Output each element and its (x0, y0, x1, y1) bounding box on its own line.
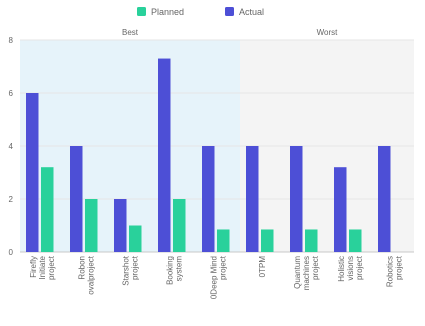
category-label-text: 0Deep Mindproject (210, 255, 228, 299)
category-label-line: Robotics (386, 256, 395, 287)
bar-actual[interactable] (246, 146, 259, 252)
category-label-line: project (395, 255, 404, 280)
bar-actual[interactable] (378, 146, 391, 252)
legend-label: Actual (239, 7, 264, 17)
bar-planned[interactable] (85, 199, 98, 252)
category-label-line: 0Deep Mind (210, 256, 219, 299)
category-label-text: FireflyInitiateproject (29, 255, 56, 280)
category-label: Roboticsproject (386, 255, 404, 287)
legend-label: Planned (151, 7, 184, 17)
category-label-text: Quantummachinesproject (293, 255, 320, 290)
bar-actual[interactable] (334, 167, 347, 252)
category-label-line: project (47, 255, 56, 280)
category-label-line: Quantum (293, 256, 302, 289)
category-label-line: ovalproject (87, 255, 96, 294)
category-label-text: Holisticvisionsproject (337, 255, 364, 282)
y-tick-label: 0 (9, 248, 14, 257)
category-label-line: Firefly (29, 256, 38, 278)
category-label-text: 0TPM (258, 256, 267, 278)
legend-swatch (225, 7, 234, 16)
y-tick-label: 2 (9, 195, 14, 204)
category-label-line: visions (346, 256, 355, 280)
category-label-line: Holistic (337, 256, 346, 282)
category-label-line: project (219, 255, 228, 280)
bar-actual[interactable] (70, 146, 83, 252)
legend-swatch (137, 7, 146, 16)
category-label: Robonovalproject (78, 255, 96, 294)
bar-actual[interactable] (26, 93, 39, 252)
bar-planned[interactable] (217, 229, 230, 252)
bar-actual[interactable] (290, 146, 303, 252)
bar-planned[interactable] (129, 225, 142, 253)
category-label-text: Bookingsystem (166, 256, 184, 285)
bar-actual[interactable] (114, 199, 127, 252)
bar-planned[interactable] (305, 229, 318, 252)
category-label-line: project (355, 255, 364, 280)
band-label-worst: Worst (317, 28, 339, 37)
category-label-line: Starshot (122, 255, 131, 286)
category-label-line: system (175, 256, 184, 282)
category-label: Quantummachinesproject (293, 255, 320, 290)
bar-planned[interactable] (41, 167, 54, 252)
category-label: 0Deep Mindproject (210, 255, 228, 299)
category-label-text: Roboticsproject (386, 255, 404, 287)
band-label-best: Best (122, 28, 139, 37)
bar-planned[interactable] (261, 229, 274, 252)
bar-planned[interactable] (173, 199, 186, 252)
y-tick-label: 6 (9, 89, 14, 98)
bar-planned[interactable] (349, 229, 362, 252)
category-label: Holisticvisionsproject (337, 255, 364, 282)
category-label-line: Initiate (38, 255, 47, 279)
category-label: 0TPM (258, 256, 267, 278)
category-label-line: Booking (166, 256, 175, 285)
category-label-line: project (311, 255, 320, 280)
category-label-text: Starshotproject (122, 255, 140, 286)
bar-actual[interactable] (158, 58, 171, 252)
legend-item-actual[interactable]: Actual (225, 7, 264, 17)
category-label: FireflyInitiateproject (29, 255, 56, 280)
y-tick-label: 4 (9, 142, 14, 151)
bar-actual[interactable] (202, 146, 215, 252)
category-label: Starshotproject (122, 255, 140, 286)
bars-layer (26, 58, 391, 253)
category-label: Bookingsystem (166, 256, 184, 285)
category-label-line: machines (302, 256, 311, 290)
category-label-line: Robon (78, 256, 87, 280)
category-label-line: 0TPM (258, 256, 267, 278)
category-label-line: project (131, 255, 140, 280)
legend-item-planned[interactable]: Planned (137, 7, 184, 17)
category-label-text: Robonovalproject (78, 255, 96, 294)
legend[interactable]: Planned Actual (137, 7, 264, 17)
y-tick-label: 8 (9, 36, 14, 45)
